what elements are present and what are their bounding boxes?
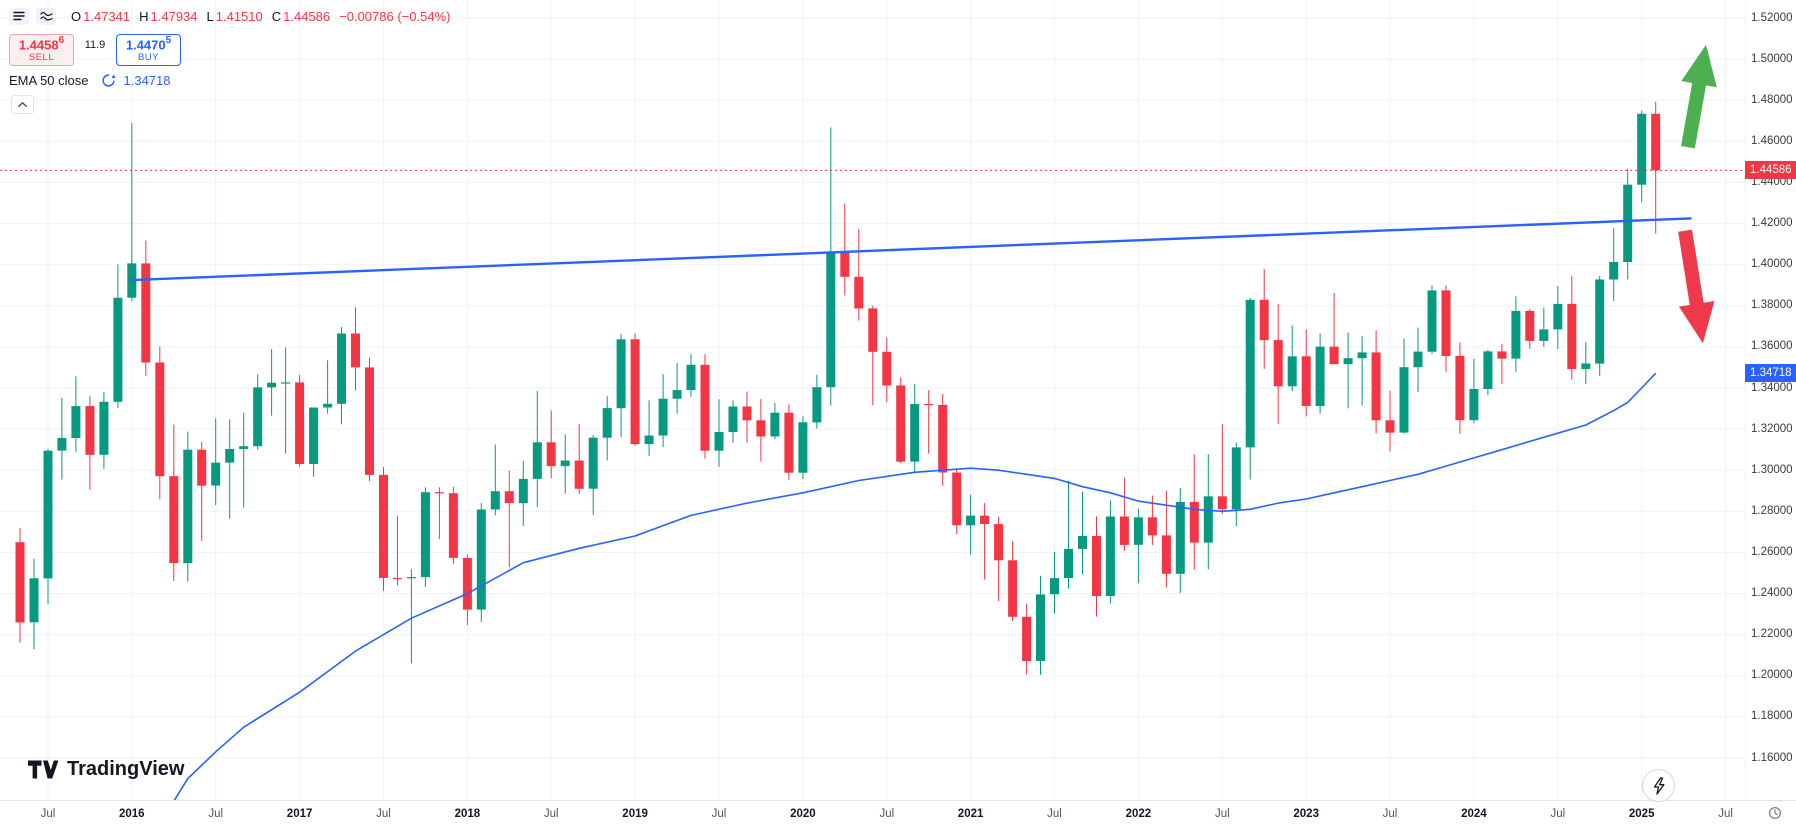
time-axis-label: Jul	[543, 808, 559, 820]
price-axis-label: 1.34000	[1751, 381, 1793, 394]
time-axis-label: 2020	[790, 808, 816, 820]
chart-legend: O 1.47341 H 1.47934 L 1.41510 C 1.44586 −0.0…	[9, 7, 450, 114]
time-axis-label: Jul	[1214, 808, 1230, 820]
tradingview-logo-text: TradingView	[67, 758, 185, 780]
price-axis-label: 1.52000	[1751, 11, 1793, 24]
price-axis-label: 1.24000	[1751, 587, 1793, 600]
time-axis-label: Jul	[1382, 808, 1398, 820]
price-axis-label: 1.46000	[1751, 134, 1793, 147]
close-label: C	[271, 8, 282, 24]
ohlc-readout: O 1.47341 H 1.47934 L 1.41510 C 1.44586 −0.0…	[71, 9, 450, 24]
time-axis-label: Jul	[879, 808, 895, 820]
price-axis-label: 1.50000	[1751, 52, 1793, 65]
lightning-bolt-icon	[1653, 776, 1664, 795]
time-axis-label: Jul	[40, 808, 56, 820]
price-axis-label: 1.38000	[1751, 299, 1793, 312]
chevron-up-icon	[18, 102, 27, 107]
sell-label: SELL	[28, 52, 55, 63]
open-value: 1.47341	[83, 8, 131, 24]
change-value: −0.00786 (−0.54%)	[339, 8, 451, 24]
indicators-button[interactable]	[36, 7, 56, 25]
candlestick-chart-canvas[interactable]	[0, 0, 1745, 800]
time-axis-label: 2021	[957, 808, 984, 820]
time-axis-label: Jul	[208, 808, 224, 820]
sell-button[interactable]: 1.44586 SELL	[9, 34, 74, 66]
current-price-tag: 1.44586	[1745, 161, 1796, 180]
price-axis-label: 1.18000	[1751, 710, 1793, 723]
time-axis-label: Jul	[711, 808, 727, 820]
buy-price-fraction: 5	[165, 35, 172, 47]
high-label: H	[139, 8, 149, 24]
time-axis-label: Jul	[1550, 808, 1566, 820]
price-axis-label: 1.16000	[1751, 751, 1793, 764]
high-value: 1.47934	[150, 8, 198, 24]
time-axis-label: 2017	[286, 808, 313, 820]
time-axis-label: 2019	[622, 808, 648, 820]
price-axis-label: 1.40000	[1751, 258, 1793, 271]
arrow-up-drawing[interactable]	[1670, 42, 1724, 151]
tradingview-logo[interactable]: TradingView	[28, 758, 184, 781]
time-axis-label: Jul	[1718, 808, 1733, 820]
time-axis-label: 2025	[1628, 808, 1655, 820]
time-axis[interactable]: Jul 2016 Jul 2017 Jul 2018 Jul 2019 Jul 2020 Jul 20…	[0, 800, 1796, 827]
price-axis-label: 1.26000	[1751, 545, 1793, 558]
price-axis-label: 1.32000	[1751, 422, 1793, 435]
wave-icon	[39, 11, 53, 21]
collapse-legend-button[interactable]	[11, 95, 34, 114]
lightning-button[interactable]	[1642, 769, 1675, 802]
low-value: 1.41510	[215, 8, 263, 24]
low-label: L	[206, 8, 214, 24]
tradingview-logo-icon	[28, 760, 58, 778]
price-axis-label: 1.48000	[1751, 93, 1793, 106]
trade-buttons: 1.44586 SELL 11.9 1.44705 BUY	[9, 34, 181, 66]
buy-button[interactable]: 1.44705 BUY	[116, 34, 181, 66]
time-axis-label: 2023	[1293, 808, 1319, 820]
sell-price: 1.4458	[18, 37, 59, 53]
menu-button[interactable]	[9, 7, 29, 25]
time-axis-label: 2016	[119, 808, 145, 820]
time-axis-label: 2018	[454, 808, 481, 820]
ema-price-tag: 1.34718	[1745, 364, 1796, 383]
time-axis-label: 2022	[1125, 808, 1152, 820]
open-label: O	[71, 8, 82, 24]
indicator-sync-icon	[101, 73, 116, 88]
price-axis-label: 1.22000	[1751, 628, 1793, 641]
hamburger-icon	[13, 11, 25, 21]
spread-value: 11.9	[84, 39, 106, 51]
close-value: 1.44586	[283, 8, 331, 24]
arrow-down-drawing[interactable]	[1667, 228, 1720, 346]
buy-price: 1.4470	[125, 37, 166, 53]
time-axis-label: Jul	[1047, 808, 1062, 820]
indicator-value: 1.34718	[123, 73, 171, 88]
sell-price-fraction: 6	[58, 35, 65, 47]
time-axis-label: Jul	[376, 808, 391, 820]
price-axis-label: 1.42000	[1751, 217, 1793, 230]
timezone-clock-icon[interactable]	[1768, 806, 1782, 820]
indicator-legend-ema[interactable]: EMA 50 close 1.34718	[9, 73, 171, 88]
time-axis-label: 2024	[1461, 808, 1487, 820]
price-axis[interactable]: 1.52000 1.50000 1.48000 1.46000 1.44000 1.420…	[1745, 0, 1796, 800]
price-axis-label: 1.20000	[1751, 669, 1793, 682]
price-axis-label: 1.36000	[1751, 340, 1793, 353]
price-axis-label: 1.30000	[1751, 463, 1793, 476]
price-axis-label: 1.28000	[1751, 504, 1793, 517]
buy-label: BUY	[137, 52, 160, 63]
chart-drawings-layer	[1667, 42, 1724, 346]
legend-toolbar: O 1.47341 H 1.47934 L 1.41510 C 1.44586 −0.0…	[9, 7, 450, 25]
indicator-name: EMA 50 close	[9, 73, 89, 88]
